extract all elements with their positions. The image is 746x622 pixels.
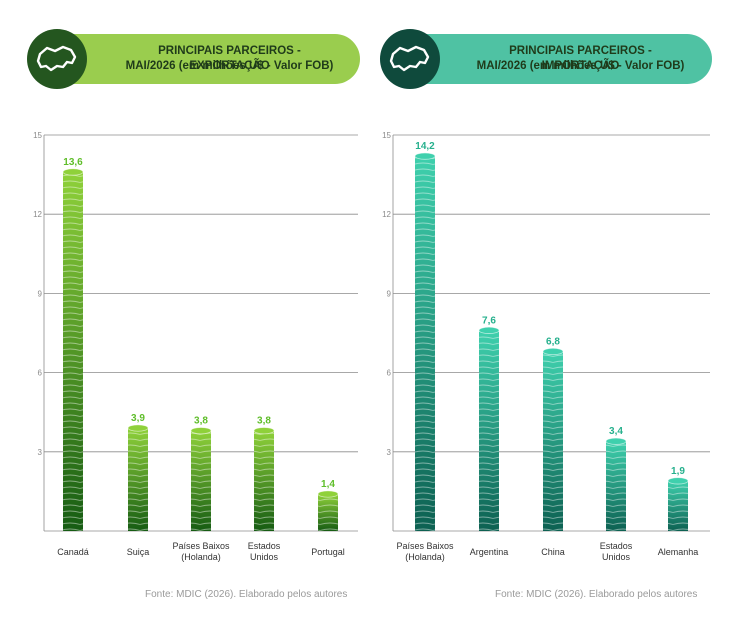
bar <box>605 437 627 531</box>
category-label: Países Baixos (Holanda) <box>172 541 230 562</box>
bar <box>190 427 212 531</box>
value-label: 1,9 <box>671 466 685 477</box>
category-label: Estados Unidos <box>248 541 281 562</box>
y-tick-label: 6 <box>38 369 43 378</box>
value-label: 3,9 <box>131 413 145 424</box>
category-label: Países Baixos (Holanda) <box>396 541 454 562</box>
bar <box>667 477 689 531</box>
value-label: 3,8 <box>194 416 208 427</box>
import-badge <box>380 29 440 89</box>
export-panel: PRINCIPAIS PARCEIROS - EXPORTAÇÃO MAI/20… <box>27 29 360 600</box>
map-icon <box>36 45 77 72</box>
bar <box>127 424 149 531</box>
category-label: China <box>541 547 565 557</box>
y-tick-label: 15 <box>33 131 42 140</box>
import-chart-title: PRINCIPAIS PARCEIROS - IMPORTAÇÃO <box>509 45 652 72</box>
y-tick-label: 6 <box>387 369 392 378</box>
value-label: 3,8 <box>257 416 271 427</box>
export-chart-subtitle: MAI/2026 (em milhões U$ - Valor FOB) <box>125 60 334 72</box>
bar <box>414 152 436 531</box>
bar <box>478 326 500 531</box>
bar <box>542 347 564 531</box>
export-source-note: Fonte: MDIC (2026). Elaborado pelos auto… <box>145 589 348 600</box>
map-icon <box>389 45 430 72</box>
y-tick-label: 9 <box>38 289 43 298</box>
y-tick-label: 3 <box>38 448 43 457</box>
category-label: Alemanha <box>658 547 699 557</box>
value-label: 1,4 <box>321 479 335 490</box>
category-label: Estados Unidos <box>600 541 633 562</box>
import-chart-subtitle: MAI/2026 (em milhões U$ - Valor FOB) <box>476 60 685 72</box>
bar <box>62 168 84 531</box>
y-tick-label: 12 <box>382 210 391 219</box>
y-tick-label: 9 <box>387 289 392 298</box>
category-label: Argentina <box>470 547 509 557</box>
bar <box>317 490 339 531</box>
export-chart-title: PRINCIPAIS PARCEIROS - EXPORTAÇÃO <box>158 45 301 72</box>
import-panel: PRINCIPAIS PARCEIROS - IMPORTAÇÃO MAI/20… <box>373 0 746 622</box>
value-label: 6,8 <box>546 336 560 347</box>
bar <box>253 427 275 531</box>
y-tick-label: 3 <box>387 448 392 457</box>
category-label: Canadá <box>57 547 89 557</box>
value-label: 13,6 <box>63 157 83 168</box>
value-label: 14,2 <box>415 141 435 152</box>
import-source-note: Fonte: MDIC (2026). Elaborado pelos auto… <box>495 589 698 600</box>
export-badge <box>27 29 87 89</box>
category-label: Portugal <box>311 547 345 557</box>
value-label: 3,4 <box>609 426 623 437</box>
category-label: Suiça <box>127 547 150 557</box>
y-tick-label: 15 <box>382 131 391 140</box>
export-header-banner: PRINCIPAIS PARCEIROS - EXPORTAÇÃO MAI/20… <box>35 34 360 84</box>
export-bar-chart: 3 6 9 12 15 13,6 Canadá 3,9 Suiça 3,8 Países Baixo… <box>33 131 358 562</box>
import-bar-chart: 3 6 9 12 15 14,2 Países Baixos (Holanda) 7,6 Arge… <box>382 131 710 562</box>
value-label: 7,6 <box>482 315 496 326</box>
y-tick-label: 12 <box>33 210 42 219</box>
import-header-banner: PRINCIPAIS PARCEIROS - IMPORTAÇÃO MAI/20… <box>385 34 712 84</box>
